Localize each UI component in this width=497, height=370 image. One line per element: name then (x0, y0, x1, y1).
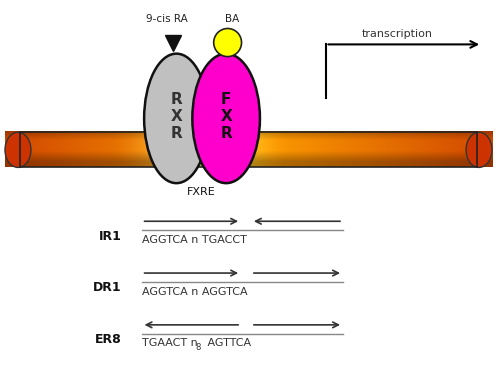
Text: transcription: transcription (362, 29, 433, 39)
Ellipse shape (466, 132, 492, 167)
Text: 9-cis RA: 9-cis RA (146, 14, 187, 24)
Text: DR1: DR1 (93, 281, 122, 295)
Ellipse shape (144, 54, 209, 183)
Text: ER8: ER8 (95, 333, 122, 346)
Text: 8: 8 (195, 343, 201, 352)
Text: TGAACT n: TGAACT n (142, 338, 197, 349)
Text: AGGTCA n TGACCT: AGGTCA n TGACCT (142, 235, 247, 245)
Text: F
X
R: F X R (220, 92, 232, 141)
Text: AGGTCA n AGGTCA: AGGTCA n AGGTCA (142, 286, 248, 297)
Ellipse shape (214, 28, 242, 57)
Text: AGTTCA: AGTTCA (204, 338, 251, 349)
Text: R
X
R: R X R (170, 92, 182, 141)
Bar (20, 132, 477, 167)
Text: FXRE: FXRE (187, 187, 216, 197)
Ellipse shape (5, 132, 31, 167)
Ellipse shape (192, 54, 260, 183)
Text: IR1: IR1 (99, 229, 122, 243)
Text: BA: BA (226, 14, 240, 24)
